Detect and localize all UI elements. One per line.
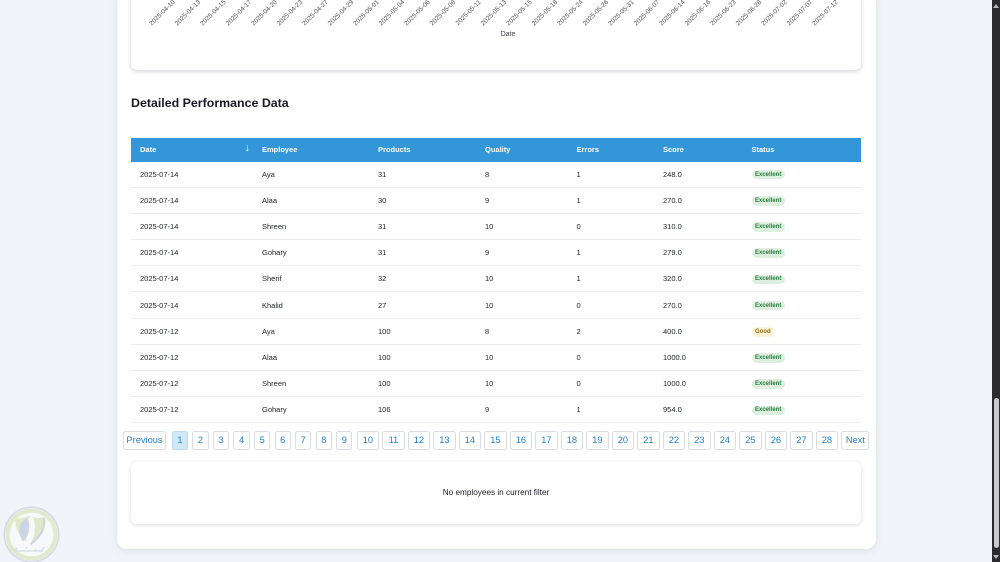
svg-text:2025-06-16: 2025-06-16	[684, 0, 713, 27]
svg-text:2025-04-10: 2025-04-10	[148, 0, 177, 27]
svg-text:2025-05-08: 2025-05-08	[429, 0, 458, 27]
svg-text:2025-06-28: 2025-06-28	[735, 0, 764, 27]
svg-text:2025-05-04: 2025-05-04	[378, 0, 407, 27]
svg-text:2025-04-29: 2025-04-29	[327, 0, 356, 27]
svg-text:2025-07-02: 2025-07-02	[760, 0, 789, 27]
svg-text:2025-06-23: 2025-06-23	[709, 0, 738, 27]
svg-text:Date: Date	[501, 31, 516, 38]
svg-text:2025-05-13: 2025-05-13	[480, 0, 509, 27]
svg-text:2025-04-13: 2025-04-13	[174, 0, 203, 27]
svg-text:2025-04-15: 2025-04-15	[199, 0, 228, 27]
svg-text:2025-04-23: 2025-04-23	[276, 0, 305, 27]
svg-text:2025-07-12: 2025-07-12	[811, 0, 840, 27]
svg-text:2025-05-31: 2025-05-31	[607, 0, 636, 27]
svg-text:2025-05-15: 2025-05-15	[505, 0, 534, 27]
svg-text:2025-05-01: 2025-05-01	[352, 0, 381, 27]
svg-text:2025-05-24: 2025-05-24	[556, 0, 585, 27]
svg-text:2025-05-06: 2025-05-06	[403, 0, 432, 27]
svg-text:2025-05-18: 2025-05-18	[531, 0, 560, 27]
svg-text:2025-06-07: 2025-06-07	[633, 0, 662, 27]
svg-text:2025-04-20: 2025-04-20	[250, 0, 279, 27]
svg-text:2025-05-26: 2025-05-26	[582, 0, 611, 27]
svg-text:2025-04-17: 2025-04-17	[225, 0, 254, 27]
svg-text:2025-05-11: 2025-05-11	[455, 0, 483, 27]
svg-text:2025-07-07: 2025-07-07	[786, 0, 815, 27]
svg-text:2025-04-27: 2025-04-27	[301, 0, 330, 27]
svg-text:2025-06-14: 2025-06-14	[658, 0, 687, 27]
